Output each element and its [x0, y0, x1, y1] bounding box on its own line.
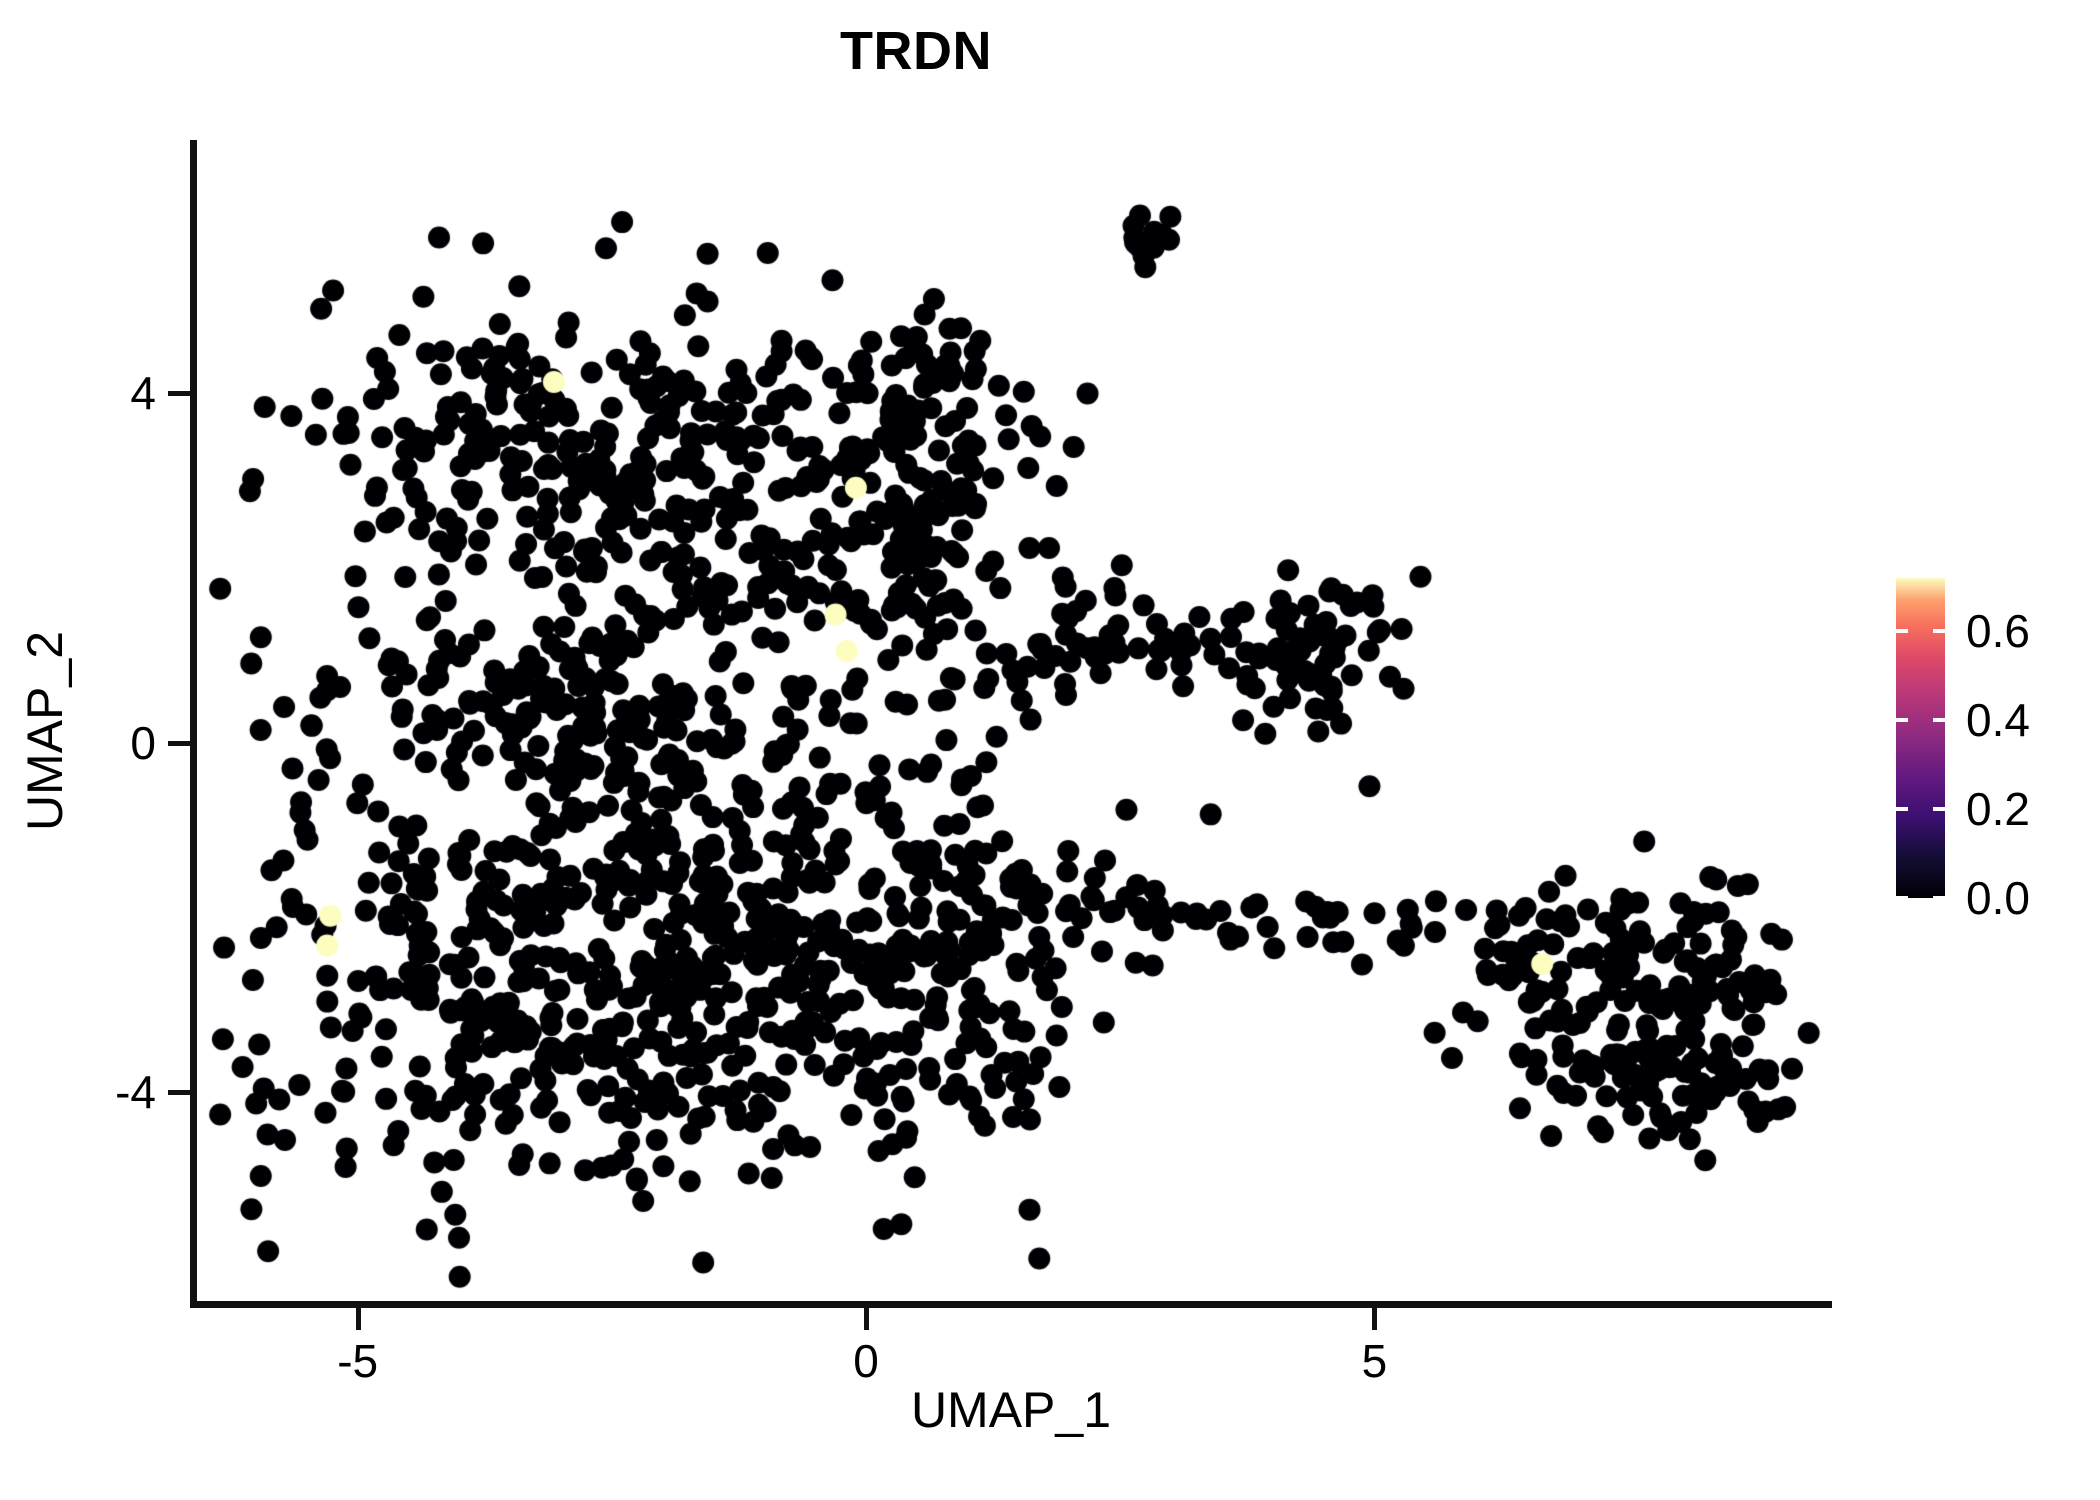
y-tick-label: 4 — [130, 367, 156, 420]
y-axis-line — [190, 140, 197, 1307]
x-tick-label: 0 — [853, 1335, 879, 1387]
colorbar-tick-label: 0.6 — [1966, 605, 2030, 658]
y-tick-label: 0 — [130, 716, 156, 769]
colorbar-tick-mark — [1896, 629, 1908, 634]
y-tick-mark — [168, 740, 190, 746]
colorbar-legend: 0.6 0.4 0.2 0.0 — [1896, 578, 2076, 921]
colorbar-tick-mark — [1896, 807, 1908, 812]
scatter-plot-panel — [195, 140, 1832, 1302]
colorbar-tick-label: 0.0 — [1966, 872, 2030, 924]
y-tick-mark — [168, 1090, 190, 1096]
y-tick-label: -4 — [115, 1066, 156, 1119]
x-tick-mark — [864, 1308, 870, 1330]
scatter-points-layer — [195, 140, 1832, 1302]
colorbar-tick-mark — [1933, 896, 1945, 900]
x-axis-title: UMAP_1 — [910, 1382, 1112, 1438]
colorbar-tick-label: 0.4 — [1966, 694, 2030, 747]
colorbar-tick-mark — [1896, 718, 1908, 723]
colorbar-gradient — [1896, 578, 1945, 898]
x-tick-label: 5 — [1361, 1335, 1388, 1387]
y-axis-title: UMAP_2 — [17, 630, 73, 832]
x-tick-mark — [1372, 1308, 1378, 1330]
page-title: TRDN — [840, 21, 992, 81]
x-axis-line — [190, 1301, 1832, 1308]
colorbar-tick-mark — [1933, 807, 1945, 812]
y-tick-mark — [168, 391, 190, 397]
x-tick-mark — [355, 1308, 361, 1330]
colorbar-tick-mark — [1896, 896, 1908, 900]
x-tick-label: -5 — [337, 1335, 379, 1387]
colorbar-tick-label: 0.2 — [1966, 783, 2030, 836]
colorbar-tick-mark — [1933, 629, 1945, 634]
colorbar-tick-mark — [1933, 718, 1945, 723]
